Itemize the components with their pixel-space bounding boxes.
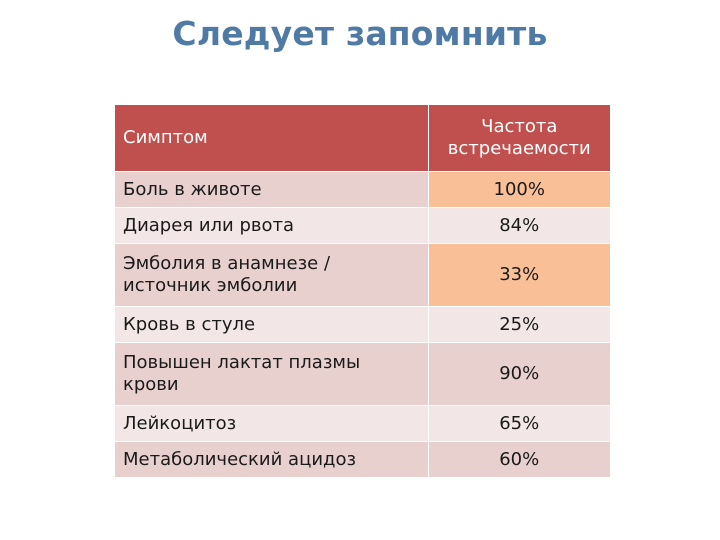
frequency-cell: 90% (427, 342, 610, 406)
frequency-cell: 84% (427, 207, 610, 244)
frequency-cell: 65% (427, 405, 610, 442)
table-row: Повышен лактат плазмы крови 90% (115, 342, 610, 406)
table-row: Метаболический ацидоз 60% (115, 441, 610, 478)
symptom-cell: Кровь в стуле (115, 306, 428, 343)
symptom-cell: Боль в животе (115, 171, 428, 208)
table-row: Лейкоцитоз 65% (115, 405, 610, 442)
table-row: Боль в животе 100% (115, 171, 610, 208)
header-symptom: Симптом (115, 105, 428, 172)
table-row: Диарея или рвота 84% (115, 207, 610, 244)
header-frequency: Частота встречаемости (427, 105, 610, 172)
symptom-frequency-table: Симптом Частота встречаемости Боль в жив… (115, 105, 610, 478)
symptom-cell: Диарея или рвота (115, 207, 428, 244)
frequency-cell: 60% (427, 441, 610, 478)
frequency-cell: 25% (427, 306, 610, 343)
table-header-row: Симптом Частота встречаемости (115, 105, 610, 172)
slide-title: Следует запомнить (172, 14, 548, 53)
table-row: Эмболия в анамнезе / источник эмболии 33… (115, 243, 610, 307)
table-row: Кровь в стуле 25% (115, 306, 610, 343)
symptom-cell: Повышен лактат плазмы крови (115, 342, 428, 406)
symptom-cell: Эмболия в анамнезе / источник эмболии (115, 243, 428, 307)
symptom-cell: Метаболический ацидоз (115, 441, 428, 478)
frequency-cell: 33% (427, 243, 610, 307)
frequency-cell: 100% (427, 171, 610, 208)
symptom-cell: Лейкоцитоз (115, 405, 428, 442)
